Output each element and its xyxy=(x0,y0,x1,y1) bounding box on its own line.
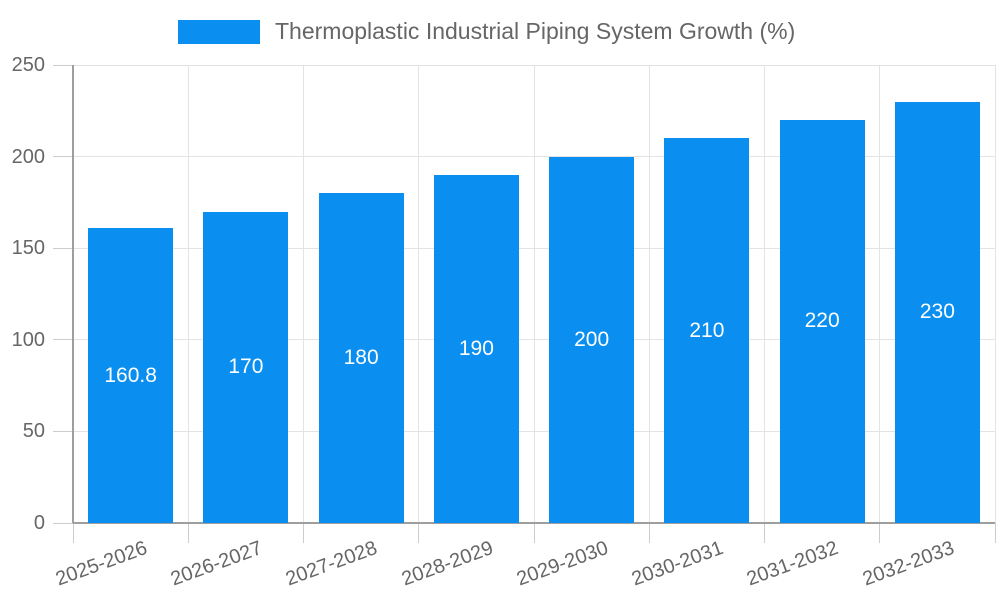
legend[interactable]: Thermoplastic Industrial Piping System G… xyxy=(178,18,795,45)
x-axis-label: 2025-2026 xyxy=(52,537,151,591)
y-axis-tick xyxy=(53,247,73,249)
bar-value-label: 230 xyxy=(919,300,955,324)
x-axis-tick xyxy=(187,523,189,543)
x-axis-tick xyxy=(303,523,304,543)
bar[interactable]: 220 xyxy=(779,119,865,523)
y-axis-tick xyxy=(53,430,73,432)
x-axis-label: 2031-2032 xyxy=(744,537,842,591)
bar[interactable]: 160.8 xyxy=(88,228,174,523)
gridline-vertical xyxy=(994,65,996,523)
bar[interactable]: 200 xyxy=(549,156,635,523)
bar-value-label: 190 xyxy=(458,336,494,360)
x-axis-label: 2028-2029 xyxy=(398,537,496,591)
bar-value-label: 180 xyxy=(343,346,379,370)
x-axis-tick xyxy=(879,523,881,543)
y-axis-line xyxy=(72,65,74,523)
gridline-vertical xyxy=(187,65,189,523)
bar-value-label: 210 xyxy=(689,318,725,342)
bar[interactable]: 180 xyxy=(318,193,404,523)
bar[interactable]: 230 xyxy=(894,101,980,523)
bar-value-label: 160.8 xyxy=(104,363,157,387)
gridline-vertical xyxy=(303,65,304,523)
gridline-vertical xyxy=(418,65,420,523)
y-axis-tick xyxy=(53,339,73,341)
x-axis-tick xyxy=(994,523,996,543)
x-axis-label: 2032-2033 xyxy=(859,537,957,591)
y-axis-label: 50 xyxy=(22,420,45,443)
x-axis-tick xyxy=(533,523,535,543)
bar-value-label: 170 xyxy=(228,355,264,379)
gridline-vertical xyxy=(648,65,650,523)
y-axis-label: 200 xyxy=(11,145,45,168)
gridline-vertical xyxy=(879,65,881,523)
y-axis-tick xyxy=(53,156,73,158)
y-axis-label: 100 xyxy=(11,328,45,351)
legend-swatch xyxy=(178,19,260,44)
bar[interactable]: 210 xyxy=(664,138,750,523)
x-axis-tick xyxy=(418,523,420,543)
legend-label: Thermoplastic Industrial Piping System G… xyxy=(275,18,796,44)
y-axis-label: 0 xyxy=(33,512,45,534)
gridline-vertical xyxy=(764,65,765,523)
x-axis-label: 2027-2028 xyxy=(283,537,381,591)
x-axis-tick xyxy=(72,523,74,543)
bar[interactable]: 190 xyxy=(433,174,519,523)
y-axis-label: 150 xyxy=(11,237,45,260)
bar-value-label: 220 xyxy=(804,309,840,333)
y-axis-tick xyxy=(53,522,73,524)
bar-value-label: 200 xyxy=(574,327,610,351)
x-axis-line xyxy=(73,522,995,524)
y-axis-tick xyxy=(53,64,73,66)
x-axis-tick xyxy=(648,523,650,543)
y-axis-label: 250 xyxy=(11,54,45,76)
bar[interactable]: 170 xyxy=(203,211,289,523)
x-axis-label: 2029-2030 xyxy=(513,537,612,591)
x-axis-label: 2030-2031 xyxy=(628,537,727,591)
gridline-vertical xyxy=(533,65,535,523)
x-axis-label: 2026-2027 xyxy=(167,537,266,591)
x-axis-tick xyxy=(764,523,765,543)
